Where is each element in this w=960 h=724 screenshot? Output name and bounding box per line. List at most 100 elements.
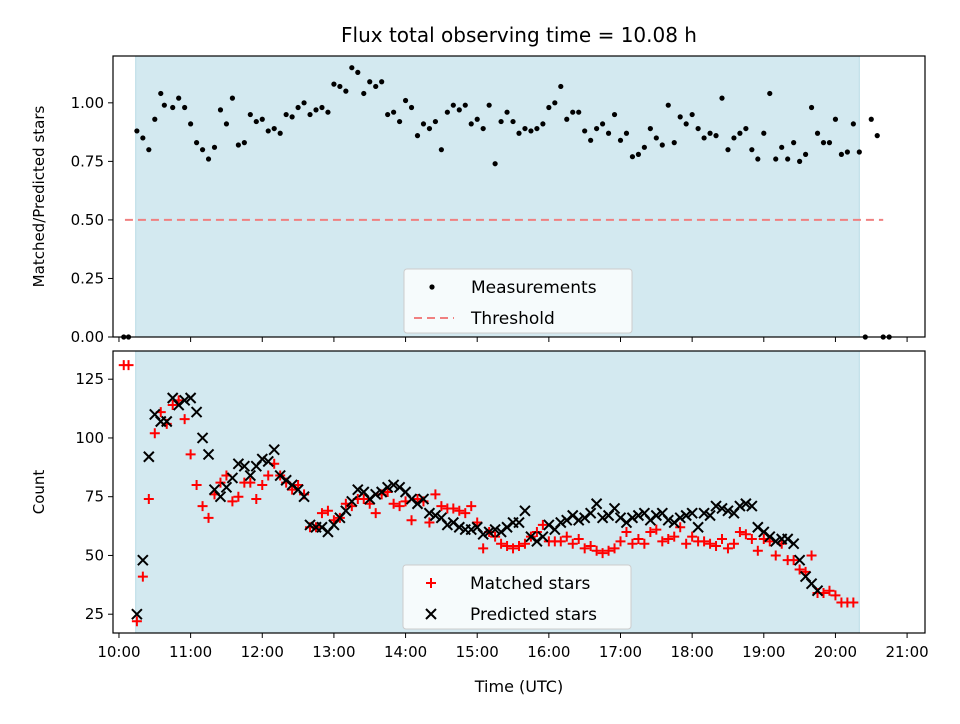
measurement-point — [665, 102, 671, 108]
matched-stars-point — [615, 536, 626, 547]
measurement-point — [199, 147, 206, 153]
predicted-stars-point — [346, 495, 358, 508]
measurement-point — [749, 147, 755, 153]
predicted-stars-point — [202, 448, 215, 461]
predicted-stars-point — [184, 392, 197, 404]
measurement-point — [582, 128, 588, 134]
measurement-point — [367, 79, 373, 85]
matched-stars-point — [687, 531, 698, 542]
legend-measurement-marker — [429, 284, 435, 290]
predicted-stars-point — [298, 490, 310, 503]
predicted-stars-point — [519, 505, 531, 517]
measurement-point — [337, 83, 343, 90]
measurement-point — [731, 135, 737, 141]
measurement-point — [516, 130, 522, 136]
y-tick-label: 100 — [75, 429, 104, 447]
measurement-point — [217, 107, 224, 113]
x-tick-label: 12:00 — [241, 643, 284, 661]
measurement-point — [791, 140, 797, 146]
measurement-point — [647, 125, 653, 132]
matched-stars-point — [179, 414, 190, 425]
measurement-point — [444, 109, 450, 115]
matched-stars-point — [651, 524, 662, 535]
matched-stars-point — [621, 526, 632, 537]
matched-stars-point — [502, 541, 513, 552]
predicted-stars-point — [555, 516, 567, 529]
matched-stars-point — [531, 526, 542, 537]
matched-stars-point — [639, 538, 650, 549]
measurement-point — [552, 100, 558, 106]
predicted-stars-point — [417, 493, 430, 505]
measurement-point — [343, 88, 349, 94]
measurement-point — [438, 147, 444, 153]
matched-stars-point — [496, 538, 507, 549]
x-tick-label: 17:00 — [599, 643, 642, 661]
predicted-stars-point — [143, 451, 155, 463]
matched-stars-point — [722, 543, 733, 554]
matched-stars-point — [358, 494, 369, 505]
measurement-point — [211, 144, 218, 150]
measurement-point — [564, 116, 570, 122]
predicted-stars-point — [340, 505, 352, 517]
predicted-stars-point — [190, 406, 203, 418]
matched-stars-point — [185, 449, 196, 460]
legend-label: Matched stars — [470, 574, 590, 594]
predicted-stars-point — [584, 507, 597, 519]
predicted-stars-point — [256, 453, 268, 465]
predicted-stars-point — [214, 490, 227, 503]
predicted-stars-point — [632, 509, 645, 522]
matched-stars-point — [466, 501, 477, 512]
matched-stars-point — [830, 590, 841, 601]
measurement-point — [725, 147, 731, 153]
measurement-point — [617, 137, 624, 143]
measurement-point — [235, 142, 241, 148]
matched-stars-point — [669, 531, 680, 542]
predicted-stars-point — [746, 500, 758, 512]
y-axis-label: Matched/Predicted stars — [30, 106, 48, 288]
legend-label: Measurements — [471, 278, 597, 298]
measurement-point — [414, 133, 421, 139]
predicted-stars-point — [262, 455, 274, 468]
measurement-point — [576, 109, 582, 115]
matched-stars-point — [609, 543, 620, 554]
y-tick-label: 0.00 — [71, 328, 104, 346]
measurement-point — [283, 111, 289, 118]
predicted-stars-point — [704, 509, 716, 522]
x-tick-label: 19:00 — [742, 643, 785, 661]
predicted-stars-point — [734, 500, 746, 512]
predicted-stars-point — [131, 608, 143, 620]
y-axis-label: Count — [30, 470, 48, 515]
predicted-stars-point — [244, 469, 257, 482]
measurement-point — [265, 128, 271, 134]
measurement-point — [289, 114, 295, 120]
predicted-stars-point — [423, 507, 436, 519]
predicted-stars-point — [716, 502, 728, 515]
matched-stars-point — [573, 534, 584, 544]
predicted-stars-point — [226, 472, 239, 484]
predicted-stars-point — [352, 483, 364, 496]
measurement-point — [528, 128, 534, 134]
measurement-point — [588, 137, 594, 143]
measurement-point — [361, 90, 367, 97]
predicted-stars-point — [572, 514, 585, 526]
measurement-point — [594, 125, 600, 132]
matched-stars-point — [191, 479, 202, 490]
matched-stars-point — [597, 548, 608, 559]
measurement-point — [349, 65, 355, 71]
measurement-point — [271, 125, 277, 132]
measurement-point — [140, 135, 146, 141]
x-tick-label: 14:00 — [384, 643, 427, 661]
predicted-stars-point — [441, 519, 454, 531]
x-tick-label: 15:00 — [456, 643, 499, 661]
measurement-point — [868, 116, 874, 122]
measurement-point — [176, 95, 182, 101]
matched-stars-point — [167, 400, 178, 411]
measurement-point — [713, 133, 719, 139]
predicted-stars-point — [787, 537, 800, 550]
measurement-point — [492, 161, 498, 167]
measurement-point — [456, 107, 462, 113]
predicted-stars-point — [722, 505, 734, 517]
matched-stars-point — [591, 545, 602, 556]
matched-stars-point — [740, 529, 751, 540]
